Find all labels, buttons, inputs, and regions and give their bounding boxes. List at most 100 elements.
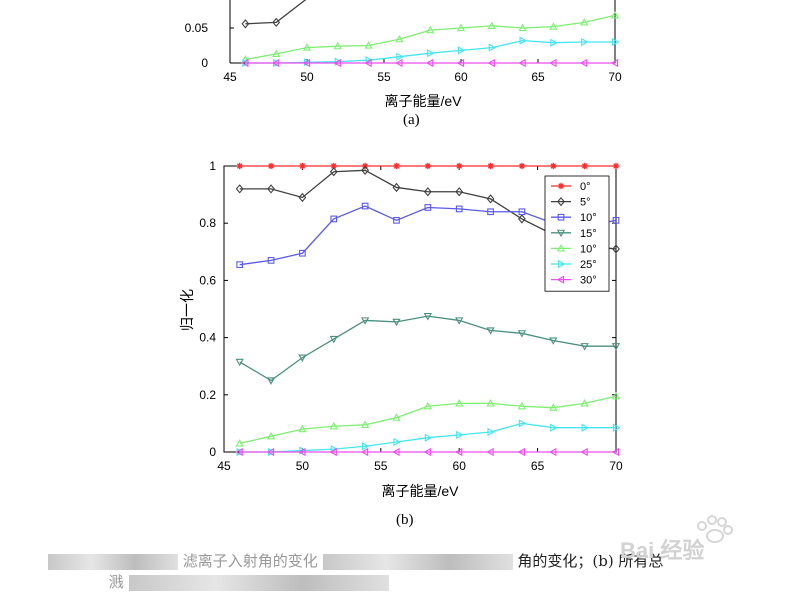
chart-a-point [395, 58, 403, 68]
chart-b-point [361, 202, 369, 210]
chart-b-xtick-label: 55 [374, 459, 388, 473]
legend-marker [557, 182, 565, 190]
legend-entry: 10° [580, 212, 597, 224]
chart-b-point [330, 445, 339, 454]
chart-a-xtick-label: 50 [300, 70, 314, 84]
chart-b-point [580, 399, 589, 407]
chart-b-point [487, 208, 494, 216]
chart-a-point [518, 23, 527, 32]
blurred-text [322, 554, 513, 570]
chart-b-point [517, 330, 527, 338]
chart-b-point [267, 162, 275, 170]
chart-b-point [581, 423, 589, 432]
legend-marker [557, 213, 565, 221]
chart-b-series [236, 162, 620, 170]
chart-a-point [549, 58, 557, 68]
chart-b-point [423, 313, 432, 321]
legend-marker [556, 275, 565, 284]
chart-b-ytick-label: 1 [209, 159, 216, 173]
chart-a-series [241, 0, 307, 29]
chart-b-point [299, 249, 306, 257]
blurred-text [128, 575, 389, 591]
chart-b-point [392, 318, 401, 327]
blurred-text [48, 554, 178, 570]
chart-a-point [333, 58, 341, 68]
caption-fragment: 角的变化；(b) 所有总 [517, 552, 664, 570]
chart-b-point [360, 420, 370, 428]
chart-b-xtick-label: 50 [296, 459, 310, 473]
legend-marker [557, 196, 565, 207]
chart-b-point [518, 419, 527, 428]
chart-a-point [518, 58, 526, 68]
chart-b-point [235, 447, 243, 457]
chart-a-point [580, 18, 589, 26]
chart-b-point [392, 182, 401, 193]
chart-a-series-line [245, 39, 615, 64]
watermark-text: Bai 经验 [620, 538, 704, 563]
chart-a-point [302, 43, 312, 51]
chart-b-point [456, 162, 463, 170]
chart-b-point [236, 162, 243, 170]
chart-b-point [612, 244, 620, 254]
chart-a-point [488, 43, 497, 52]
chart-b-point [518, 214, 526, 224]
chart-a-point [272, 17, 281, 28]
chart-a-caption: (a) [403, 112, 420, 128]
chart-b-point [423, 401, 432, 410]
legend-marker [556, 244, 566, 252]
chart-a-series [242, 36, 620, 68]
chart-b-point [392, 413, 401, 421]
chart-b-point [266, 447, 275, 457]
chart-a: 0.05 0 45 50 55 60 65 70 离子能量/eV [185, 0, 622, 109]
legend-entry: 10° [580, 243, 597, 255]
chart-b-point [360, 447, 369, 457]
chart-b-series [235, 391, 621, 447]
chart-b-point [611, 343, 621, 351]
chart-b-point [393, 162, 400, 170]
figure-caption-text: 滤离子入射角的变化 角的变化；(b) 所有总 溅 [48, 550, 748, 592]
chart-b-point [487, 162, 494, 170]
chart-a-point [364, 41, 373, 49]
chart-b-point [487, 427, 495, 437]
chart-b-point [298, 424, 307, 433]
chart-b-point [486, 327, 495, 335]
chart-b-point [550, 423, 558, 432]
chart-b-point [329, 447, 337, 457]
chart-a-xtick-label: 65 [531, 70, 545, 84]
chart-b-point [518, 162, 526, 170]
chart-b-point [486, 447, 494, 457]
chart-b-point [455, 399, 464, 407]
chart-a-xtick-label: 60 [454, 70, 468, 84]
chart-a-point [302, 58, 311, 68]
chart-b-series [235, 447, 620, 457]
chart-a-point [365, 56, 373, 65]
chart-a-series [241, 11, 620, 63]
chart-a-point [271, 58, 280, 68]
chart-b-point [393, 437, 401, 447]
paw-icon [697, 515, 733, 543]
legend-marker [557, 259, 566, 269]
chart-a-point [579, 58, 588, 68]
chart-b-point [517, 401, 527, 410]
chart-b-point [299, 162, 306, 170]
chart-b-point [266, 377, 276, 385]
chart-b-point [424, 204, 432, 211]
chart-a-xtick-label: 45 [223, 70, 237, 84]
legend-entry: 0° [580, 181, 591, 193]
chart-a-point [610, 58, 619, 68]
chart-b-point [298, 192, 307, 203]
chart-b-point [424, 162, 432, 170]
chart-a-point [519, 36, 527, 45]
chart-b-point [548, 447, 557, 457]
chart-b-caption: (b) [396, 512, 414, 528]
chart-b-series-line [239, 315, 616, 382]
caption-fragment: 滤离子入射角的变化 [182, 552, 318, 570]
chart-b-ytick-label: 0 [209, 445, 216, 459]
chart-a-series [241, 58, 619, 68]
chart-b-point [423, 187, 432, 197]
chart-a-series-line [245, 0, 307, 25]
chart-b-ytick-label: 0.6 [199, 273, 216, 287]
caption-fragment: 溅 [108, 573, 124, 591]
chart-b-point [298, 354, 307, 362]
chart-b-point [455, 187, 464, 197]
